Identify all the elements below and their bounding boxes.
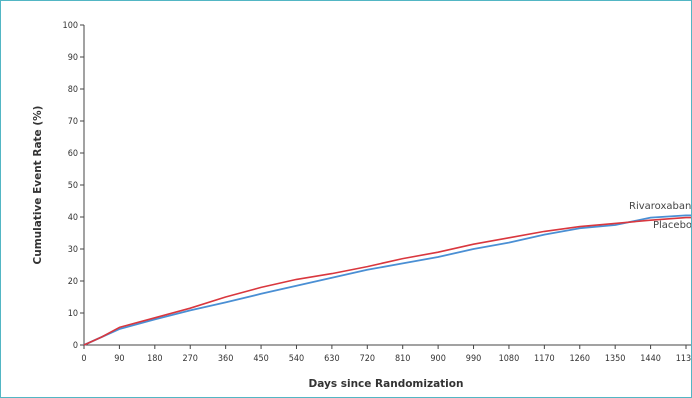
y-tick-label: 100 — [63, 21, 78, 31]
x-tick-label: 720 — [360, 354, 375, 364]
x-tick-label: 360 — [218, 354, 233, 364]
series-label-placebo: Placebo — [653, 220, 691, 231]
y-tick-label: 20 — [68, 277, 78, 287]
x-axis-ticks: 0 90 180 270 360 450 540 630 720 810 900 990 1080 117… — [81, 345, 691, 364]
x-tick-label: 810 — [395, 354, 410, 364]
plot-area: 0 10 20 30 40 50 60 70 80 90 100 0 90 180 270 360 450 54… — [63, 21, 691, 364]
x-tick-label: 1130 — [676, 354, 691, 364]
y-tick-label: 40 — [68, 213, 78, 223]
series-label-rivaroxaban: Rivaroxaban — [629, 201, 691, 212]
series-line-placebo — [83, 216, 691, 346]
x-tick-label: 1350 — [605, 354, 626, 364]
x-tick-label: 1440 — [640, 354, 661, 364]
series-lines — [83, 214, 691, 346]
y-tick-label: 10 — [68, 309, 78, 319]
x-tick-label: 1170 — [534, 354, 555, 364]
x-tick-label: 900 — [430, 354, 445, 364]
x-tick-label: 1260 — [569, 354, 590, 364]
x-tick-label: 450 — [253, 354, 268, 364]
series-line-rivaroxaban — [83, 214, 691, 346]
y-tick-label: 80 — [68, 85, 78, 95]
y-tick-label: 90 — [68, 53, 78, 63]
x-tick-label: 0 — [81, 354, 86, 364]
x-tick-label: 180 — [147, 354, 162, 364]
y-axis-ticks: 0 10 20 30 40 50 60 70 80 90 100 — [63, 21, 84, 351]
x-tick-label: 1080 — [499, 354, 520, 364]
x-tick-label: 540 — [289, 354, 304, 364]
x-tick-label: 90 — [114, 354, 124, 364]
x-tick-label: 270 — [183, 354, 198, 364]
x-tick-label: 630 — [324, 354, 339, 364]
y-tick-label: 70 — [68, 117, 78, 127]
x-tick-label: 990 — [466, 354, 481, 364]
y-axis-title: Cumulative Event Rate (%) — [32, 106, 44, 265]
y-tick-label: 50 — [68, 181, 78, 191]
y-tick-label: 30 — [68, 245, 78, 255]
y-tick-label: 60 — [68, 149, 78, 159]
y-tick-label: 0 — [73, 341, 78, 351]
x-axis-title: Days since Randomization — [309, 378, 464, 390]
